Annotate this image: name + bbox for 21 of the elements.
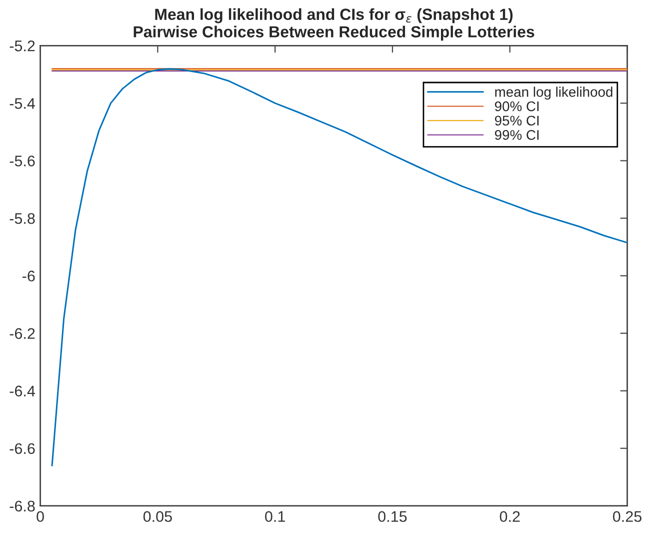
line-series bbox=[51, 68, 628, 466]
legend-label: 90% CI bbox=[494, 101, 539, 112]
x-tick-label: 0.25 bbox=[612, 511, 642, 522]
x-tick-label: 0 bbox=[36, 511, 44, 522]
y-tick-label: -5.6 bbox=[10, 156, 35, 166]
x-tick-label: 0.2 bbox=[500, 511, 520, 522]
y-tick-label: -5.8 bbox=[10, 213, 35, 224]
y-tick-label: -5.4 bbox=[10, 98, 35, 109]
y-tick-label: -6.2 bbox=[10, 328, 35, 339]
y-tick-label: -6.8 bbox=[10, 500, 35, 512]
legend-label: mean log likelihood bbox=[495, 86, 612, 100]
legend-label: 99% CI bbox=[494, 130, 539, 140]
legend-label: 95% CI bbox=[494, 116, 539, 126]
chart-title: Mean log likelihood and CIs for σ$_{ε}$ (Snapshot 1) Pairwise Choices Between Reduced Simple Lotteries bbox=[134, 8, 534, 41]
y-tick-label: -6.4 bbox=[10, 386, 35, 396]
x-tick-label: 0.05 bbox=[143, 511, 172, 522]
y-tick-label: -6.6 bbox=[10, 443, 35, 454]
y-tick-label: -6 bbox=[22, 270, 35, 282]
y-tick-label: -5.2 bbox=[10, 40, 35, 52]
x-tick-label: 0.15 bbox=[378, 511, 407, 522]
x-tick-label: 0.1 bbox=[265, 511, 285, 522]
